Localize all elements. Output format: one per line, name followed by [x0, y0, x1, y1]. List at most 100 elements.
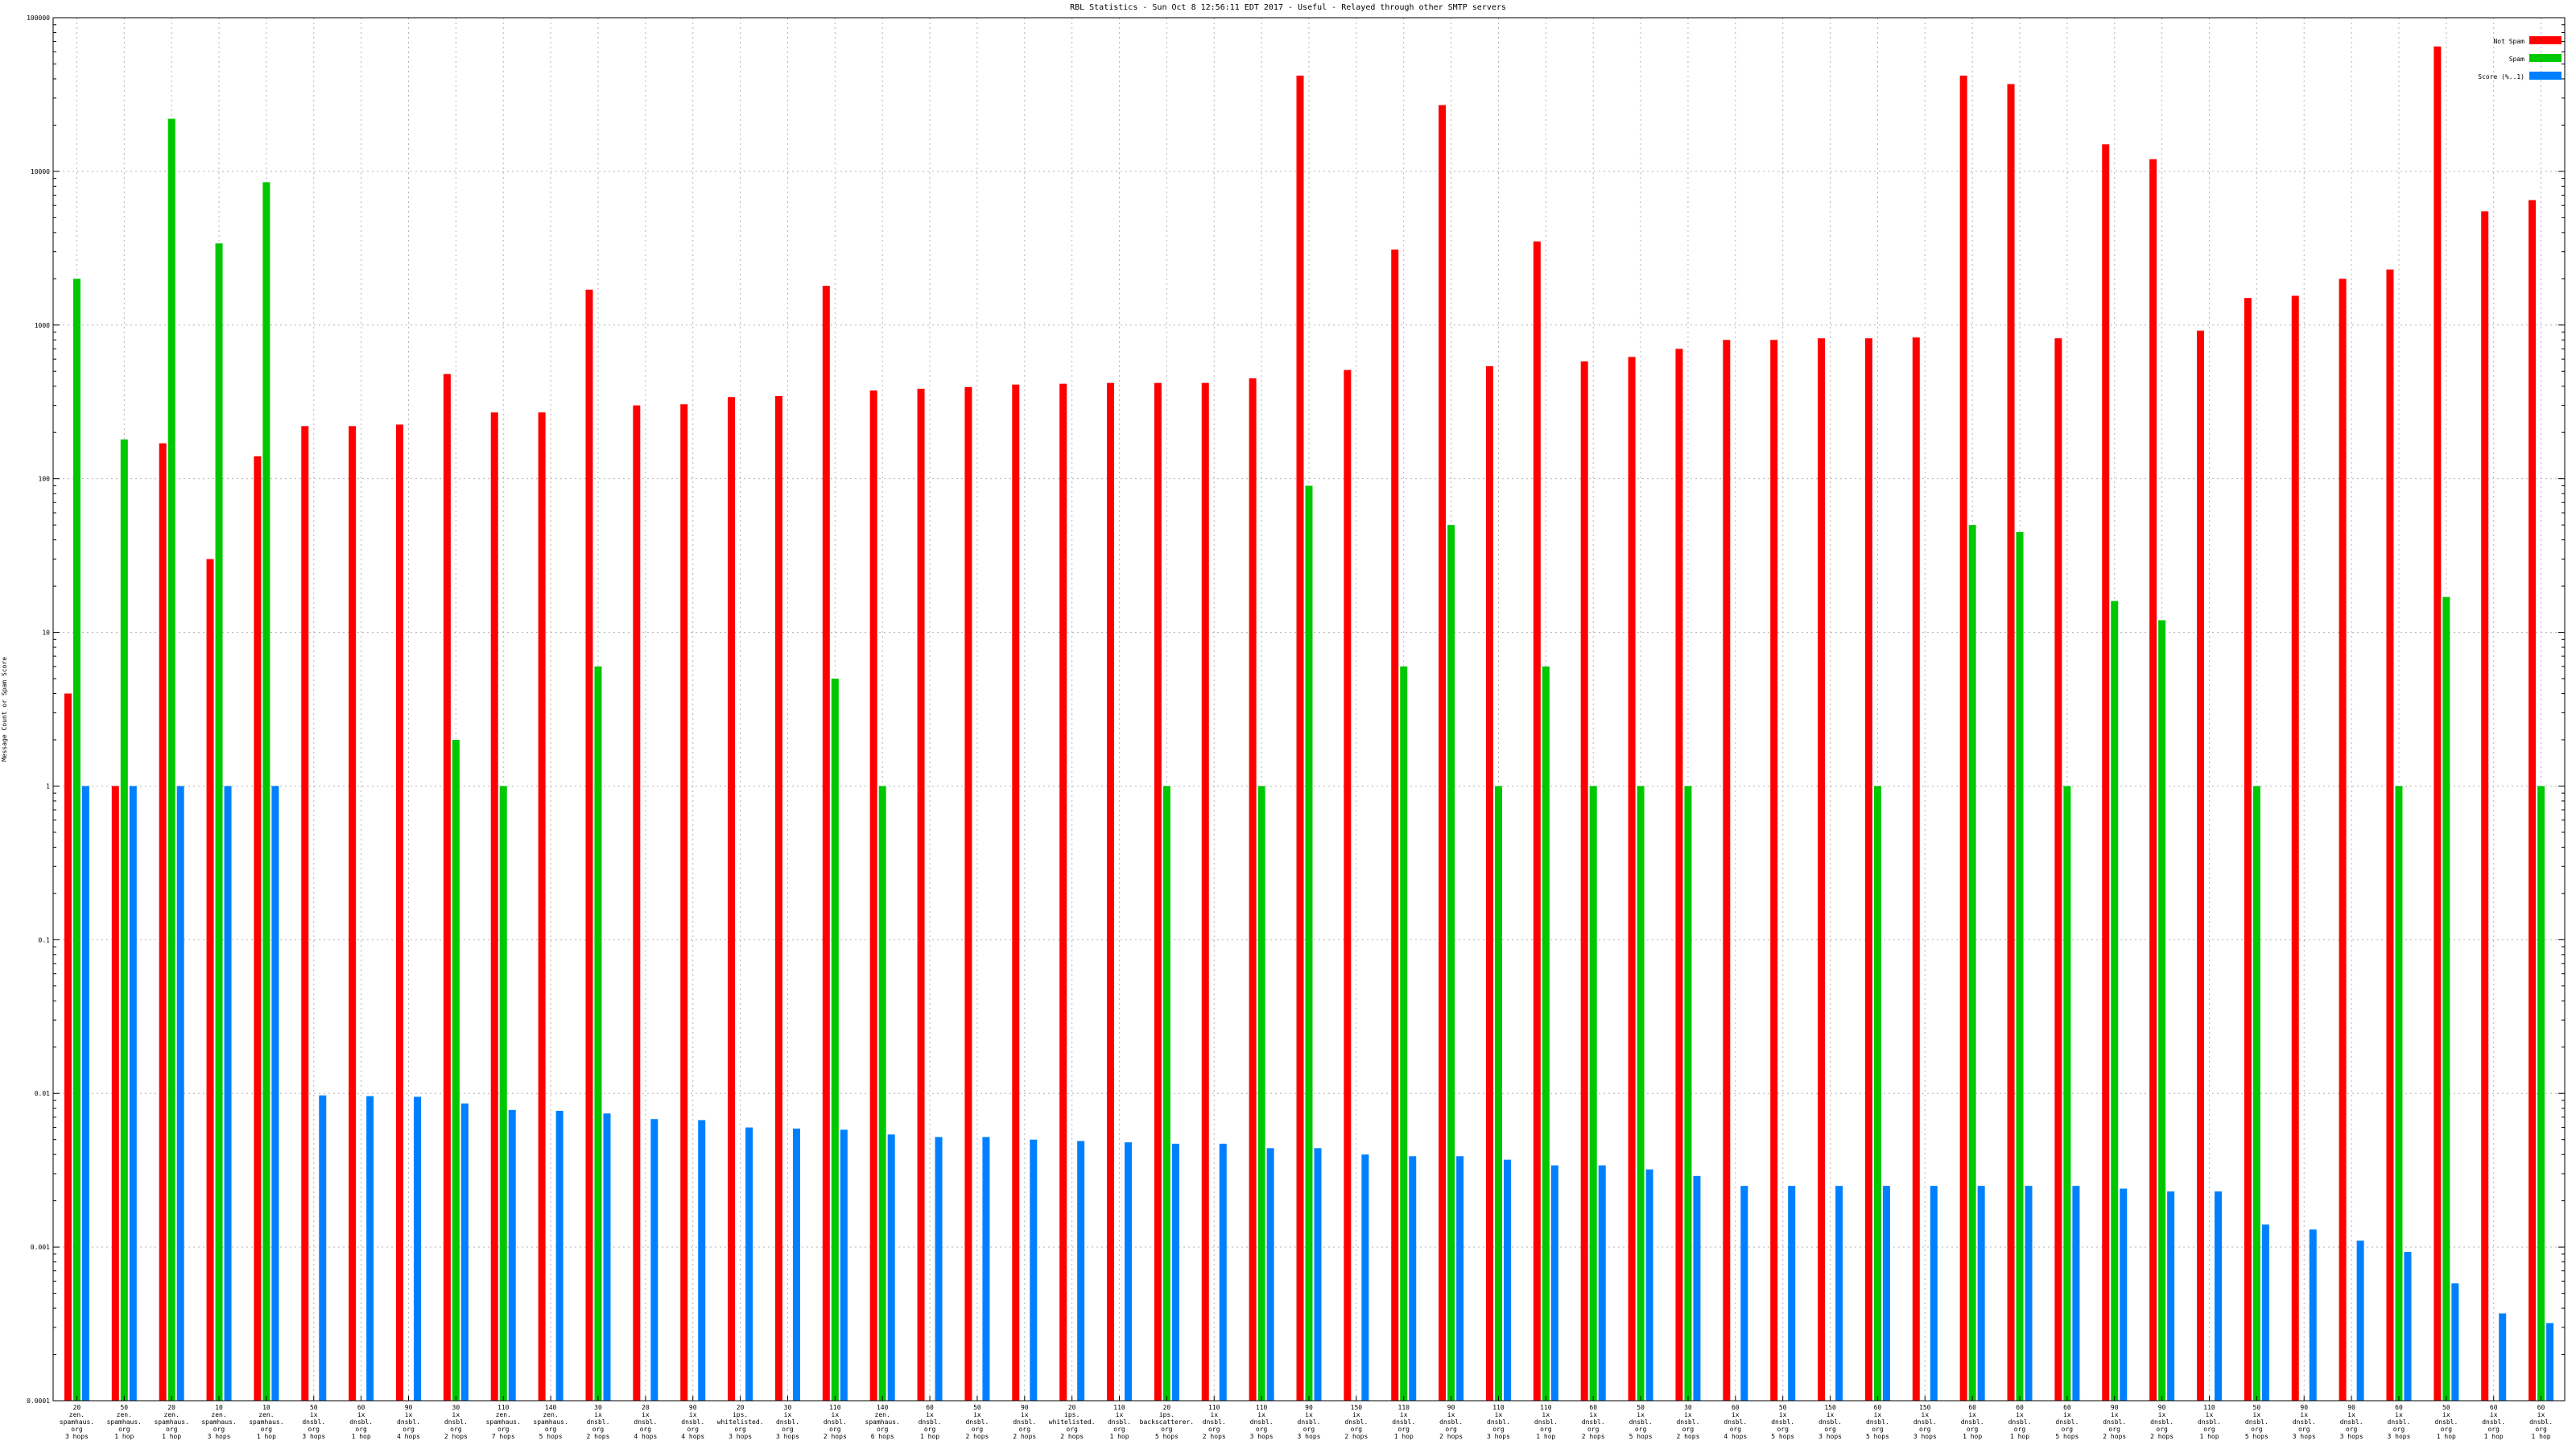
x-category-label-line: 20	[167, 1404, 175, 1411]
x-category-label: 60 ix dnsbl. org 5 hops	[2055, 1404, 2079, 1440]
x-category-label-line: 110	[1492, 1404, 1505, 1411]
x-category-label-line: 50	[310, 1404, 318, 1411]
bar-score-1	[2546, 1323, 2554, 1401]
x-category-label-line: org	[71, 1426, 83, 1433]
x-category-label-line: ix	[926, 1411, 934, 1418]
x-category-label-line: dnsbl.	[1108, 1418, 1131, 1426]
bar-not-spam	[1059, 383, 1067, 1402]
y-tick-label: 100	[39, 476, 51, 483]
x-category-label-line: 90	[2347, 1404, 2355, 1411]
chart-title: RBL Statistics - Sun Oct 8 12:56:11 EDT …	[1070, 3, 1506, 12]
x-category-label-line: 90	[1305, 1404, 1313, 1411]
x-category-label: 50 ix dnsbl. org 5 hops	[1771, 1404, 1794, 1440]
x-category-label-line: ix	[1447, 1411, 1455, 1418]
bar-not-spam	[917, 388, 925, 1402]
x-category-label-line: org	[1540, 1426, 1552, 1433]
bar-spam	[120, 439, 128, 1401]
x-category-label: 50 ix dnsbl. org 5 hops	[1629, 1404, 1653, 1440]
x-category-label-line: dnsbl.	[1676, 1418, 1699, 1426]
x-category-label-line: 6 hops	[871, 1433, 894, 1440]
y-axis-label: Message Count or Spam Score	[1, 657, 8, 762]
bar-not-spam	[349, 426, 357, 1401]
x-category-label-line: dnsbl.	[302, 1418, 325, 1426]
x-category-label-line: 140	[545, 1404, 557, 1411]
x-category-label: 60 ix dnsbl. org 1 hop	[2008, 1404, 2032, 1440]
bar-score-1	[1693, 1175, 1701, 1401]
x-category-label-line: org	[1256, 1426, 1268, 1433]
x-category-label-line: 5 hops	[1155, 1433, 1179, 1440]
x-category-label-line: 5 hops	[2245, 1433, 2268, 1440]
x-category-label-line: org	[640, 1426, 652, 1433]
x-category-label-line: org	[1066, 1426, 1078, 1433]
x-category-label-line: org	[1161, 1426, 1173, 1433]
x-category-label-line: 50	[2253, 1404, 2261, 1411]
x-category-label-line: org	[402, 1426, 415, 1433]
x-category-label-line: org	[1208, 1426, 1220, 1433]
bar-spam	[2252, 786, 2260, 1401]
bar-not-spam	[1818, 338, 1826, 1402]
x-category-label-line: spamhaus.	[107, 1418, 142, 1426]
y-tick-label: 10000	[31, 168, 50, 175]
bar-spam	[262, 182, 270, 1401]
x-category-label-line: ix	[2300, 1411, 2308, 1418]
bar-score-1	[1503, 1159, 1511, 1401]
bar-not-spam	[633, 405, 641, 1402]
x-category-label-line: 140	[877, 1404, 889, 1411]
bar-spam	[2063, 786, 2071, 1401]
bar-spam	[2016, 531, 2024, 1402]
x-category-label-line: dnsbl.	[2340, 1418, 2363, 1426]
bar-score-1	[1882, 1186, 1890, 1401]
x-category-label-line: dnsbl.	[634, 1418, 657, 1426]
bar-not-spam	[1723, 340, 1731, 1401]
x-category-label: 90 ix dnsbl. org 3 hops	[2293, 1404, 2316, 1440]
x-category-label-line: 2 hops	[1344, 1433, 1368, 1440]
x-category-label-line: dnsbl.	[2055, 1418, 2079, 1426]
x-category-label-line: dnsbl.	[2008, 1418, 2032, 1426]
x-category-label-line: org	[2393, 1426, 2405, 1433]
bars	[64, 46, 2554, 1402]
x-category-label-line: ix	[2158, 1411, 2166, 1418]
x-category-label: 50 ix dnsbl. org 2 hops	[965, 1404, 989, 1440]
bar-spam	[167, 118, 175, 1402]
x-category-label-line: 60	[1874, 1404, 1882, 1411]
x-category-label-line: ix	[1637, 1411, 1645, 1418]
x-category-label-line: org	[1824, 1426, 1836, 1433]
x-category-label-line: dnsbl.	[2103, 1418, 2126, 1426]
x-category-label-line: zen.	[117, 1411, 132, 1418]
x-category-label-line: 1 hop	[257, 1433, 276, 1440]
bar-score-1	[1266, 1148, 1274, 1401]
bar-not-spam	[1959, 75, 1967, 1402]
x-category-label: 110 zen. spamhaus. org 7 hops	[486, 1404, 521, 1440]
bar-score-1	[176, 786, 184, 1401]
x-category-label-line: zen.	[258, 1411, 274, 1418]
x-category-label: 60 ix dnsbl. org 1 hop	[919, 1404, 942, 1440]
x-category-label-line: ix	[2206, 1411, 2214, 1418]
x-category-label-line: ix	[642, 1411, 650, 1418]
x-category-label-line: 2 hops	[1060, 1433, 1084, 1440]
x-category-label-line: zen.	[543, 1411, 558, 1418]
x-category-label-line: ix	[689, 1411, 697, 1418]
x-category-label-line: org	[308, 1426, 320, 1433]
bar-not-spam	[1154, 382, 1162, 1401]
x-category-label-line: 1 hop	[1394, 1433, 1414, 1440]
x-category-label-line: dnsbl.	[1771, 1418, 1794, 1426]
x-category-label: 60 ix dnsbl. org 1 hop	[349, 1404, 373, 1440]
x-category-label-line: org	[782, 1426, 794, 1433]
bar-not-spam	[869, 390, 877, 1402]
bar-score-1	[414, 1096, 422, 1401]
x-category-label: 90 ix dnsbl. org 4 hops	[397, 1404, 420, 1440]
bar-spam	[2111, 601, 2119, 1401]
bar-score-1	[982, 1137, 990, 1401]
x-category-label-line: dnsbl.	[1013, 1418, 1036, 1426]
x-category-label-line: 1 hop	[2010, 1433, 2029, 1440]
x-category-label-line: spamhaus.	[865, 1418, 900, 1426]
x-category-label-line: 10	[262, 1404, 270, 1411]
x-category-label-line: 60	[1968, 1404, 1976, 1411]
x-category-label-line: ix	[1257, 1411, 1265, 1418]
x-category-label-line: 50	[1637, 1404, 1645, 1411]
bar-not-spam	[396, 424, 404, 1401]
x-category-label-line: ips.	[1159, 1411, 1174, 1418]
bar-score-1	[1550, 1165, 1558, 1401]
x-category-label-line: dnsbl.	[1298, 1418, 1321, 1426]
x-category-label-line: 60	[1589, 1404, 1597, 1411]
